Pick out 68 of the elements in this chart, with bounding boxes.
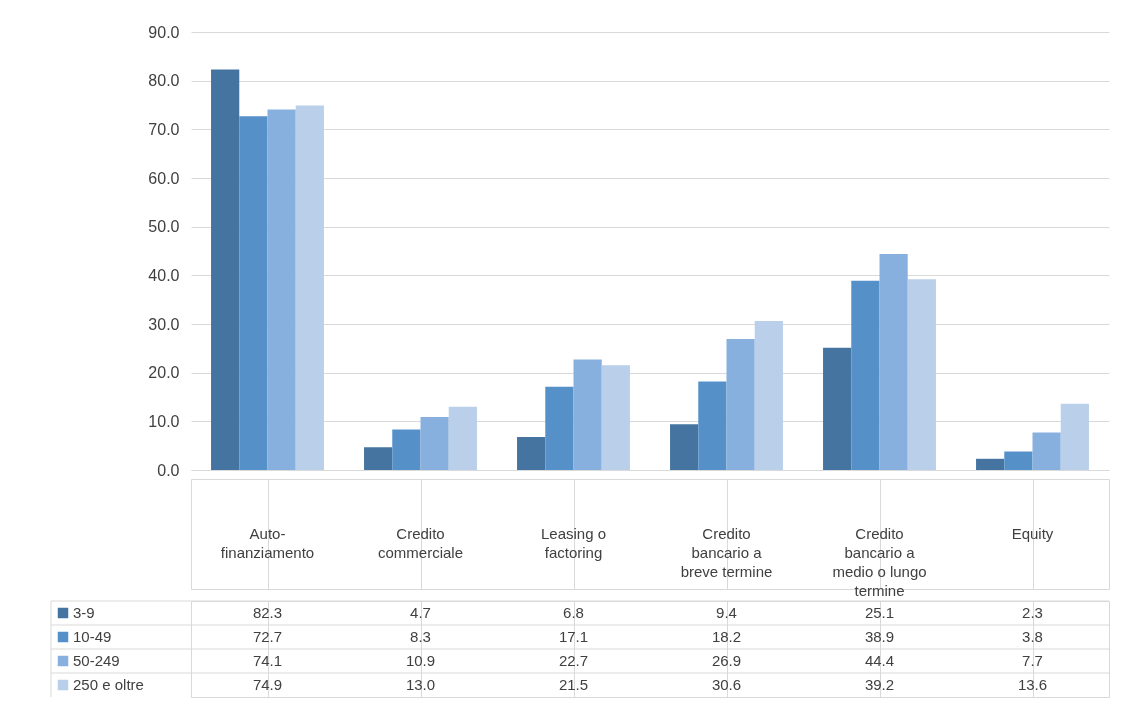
data-label: 74.1 [252,652,283,669]
bar [420,416,449,470]
data-label: 2.3 [1022,604,1043,621]
y-tick-label: 90.0 [148,23,180,41]
data-label: 6.8 [563,604,584,621]
data-label: 13.0 [405,676,436,693]
x-tick-label: Equity [1011,525,1054,542]
x-tick-label: Credito commerciale [377,525,464,561]
bar [726,339,755,470]
data-label: 18.2 [711,628,742,645]
data-label: 26.9 [711,652,742,669]
y-tick-label: 70.0 [148,120,180,138]
bar [698,381,727,470]
bar [823,347,852,470]
data-label: 8.3 [410,628,431,645]
data-label: 21.5 [558,676,589,693]
x-tick-label: Credito bancario a breve termine [680,525,773,580]
data-label: 13.6 [1017,676,1048,693]
bar [879,253,908,470]
y-tick-label: 60.0 [148,169,180,187]
y-tick-label: 30.0 [148,315,180,333]
y-tick-label: 0.0 [157,461,180,479]
bar [1060,403,1089,470]
bar [295,105,324,470]
data-label: 74.9 [252,676,283,693]
bar [976,458,1005,470]
x-tick-label: Leasing o factoring [540,525,607,561]
data-label: 4.7 [410,604,431,621]
bar [211,69,240,470]
data-label: 17.1 [558,628,589,645]
data-label: 44.4 [864,652,895,669]
bar [448,406,477,470]
data-label: 82.3 [252,604,283,621]
x-tick-label: Credito bancario a medio o lungo termine [832,525,927,599]
legend-label: 3-9 [73,604,95,621]
data-label: 30.6 [711,676,742,693]
y-tick-label: 80.0 [148,72,180,90]
y-tick-label: 10.0 [148,412,180,430]
bar [670,424,699,470]
bar [1004,451,1033,470]
x-tick-label: Auto-finanziamento [220,525,315,561]
y-tick-label: 50.0 [148,218,180,236]
bar [267,109,296,470]
bar [907,279,936,470]
bar [851,280,880,470]
legend-label: 50-249 [73,652,120,669]
bar [517,436,546,470]
bar [573,359,602,470]
data-label: 39.2 [864,676,895,693]
data-label: 72.7 [252,628,283,645]
data-label: 25.1 [864,604,895,621]
bar [1032,432,1061,470]
legend-label: 10-49 [73,628,112,645]
y-tick-label: 40.0 [148,266,180,284]
legend-label: 250 e oltre [73,676,144,693]
bar [392,429,421,470]
bar [545,386,574,470]
data-label: 10.9 [405,652,436,669]
bar [754,321,783,470]
data-label: 9.4 [716,604,737,621]
y-tick-label: 20.0 [148,364,180,382]
data-label: 3.8 [1022,628,1043,645]
data-label: 38.9 [864,628,895,645]
bar [239,116,268,470]
data-label: 22.7 [558,652,589,669]
bar [601,365,630,470]
data-label: 7.7 [1022,652,1043,669]
bar [364,447,393,470]
